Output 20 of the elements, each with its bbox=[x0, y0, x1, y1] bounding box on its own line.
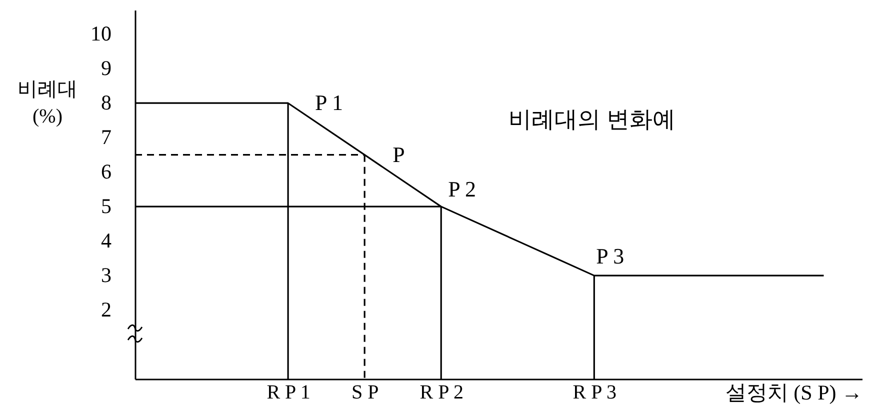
y-tick-label: 2 bbox=[101, 298, 112, 322]
annotation: P bbox=[392, 142, 405, 167]
y-tick-label: 10 bbox=[90, 22, 112, 46]
y-tick-label: 8 bbox=[101, 90, 112, 115]
x-tick-label: S P bbox=[351, 382, 379, 404]
x-axis-title: 설정치 (S P) → bbox=[725, 380, 862, 404]
annotation: 비례대의 변화예 bbox=[508, 107, 676, 132]
y-axis-title: 비례대 (%) bbox=[18, 78, 78, 128]
x-tick-label: R P 1 bbox=[266, 382, 310, 404]
y-tick-label: 5 bbox=[101, 194, 112, 218]
annotation: P 1 bbox=[315, 90, 343, 116]
annotation: P 2 bbox=[448, 176, 476, 202]
y-tick-label: 7 bbox=[101, 125, 112, 150]
annotation: P 3 bbox=[596, 244, 624, 269]
y-tick-label: 6 bbox=[101, 160, 112, 184]
x-tick-label: R P 2 bbox=[420, 382, 464, 404]
y-tick-label: 3 bbox=[101, 263, 112, 288]
y-tick-label: 4 bbox=[101, 228, 112, 253]
x-tick-label: R P 3 bbox=[572, 382, 617, 404]
y-tick-label: 9 bbox=[101, 56, 112, 80]
